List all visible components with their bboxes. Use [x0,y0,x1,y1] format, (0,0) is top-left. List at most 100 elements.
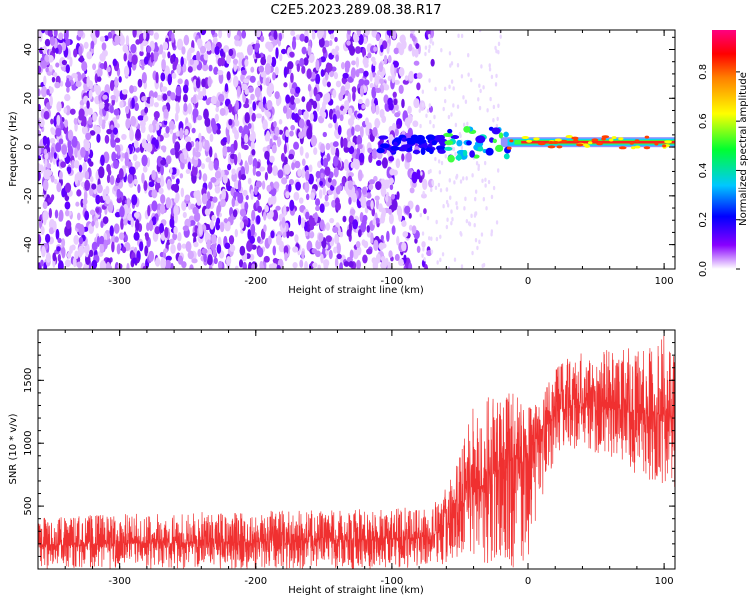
noise-blob [261,180,266,190]
signal-blob [405,137,415,142]
noise-blob [222,137,228,143]
spectrogram-frame [37,29,676,270]
noise-blob [185,141,192,152]
noise-blob [53,220,57,233]
noise-blob [207,259,212,265]
noise-blob [219,222,225,233]
noise-blob [297,168,302,177]
noise-blob [91,183,97,190]
noise-blob [38,234,42,245]
noise-blob [78,248,82,258]
noise-blob [321,100,326,112]
noise-blob [265,130,271,142]
noise-blob [301,158,306,167]
noise-blob [52,252,57,262]
noise-blob [227,103,233,113]
noise-blob [375,181,382,191]
noise-blob [211,214,216,222]
faint-blob [439,188,443,193]
noise-blob [113,159,120,170]
noise-blob [86,75,90,88]
noise-blob [291,112,296,120]
noise-blob [99,260,107,269]
noise-blob [334,197,340,206]
noise-blob [411,35,416,42]
spectrogram-y-ticks: -40 -20 0 20 40 [23,36,675,270]
noise-blob [406,118,411,130]
noise-blob [332,113,337,124]
x-tick-label: -100 [381,276,404,287]
faint-blob [446,217,449,222]
noise-blob [185,241,192,253]
noise-blob [270,262,278,269]
noise-blob [407,105,412,115]
noise-blob [320,253,324,264]
faint-blob [440,160,444,166]
noise-blob [396,191,400,200]
noise-blob [130,43,137,54]
noise-blob [203,108,209,120]
noise-blob [175,85,182,97]
noise-blob [355,56,360,68]
faint-blob [452,103,455,108]
noise-blob [318,189,323,199]
signal-blob [376,147,385,154]
signal-hot-blob [591,138,599,142]
signal-hot-blob [608,138,614,142]
noise-blob [156,94,163,101]
signal-hot-blob [634,139,640,143]
noise-blob [162,41,169,51]
noise-blob [88,89,93,100]
noise-blob [102,216,109,224]
noise-blob [402,79,410,85]
noise-blob [73,117,78,125]
signal-blob [491,127,501,135]
noise-blob [151,169,156,181]
noise-blob [351,126,355,136]
noise-blob [213,248,217,258]
noise-blob [277,169,284,179]
noise-blob [123,65,130,77]
faint-blob [478,83,481,88]
noise-blob [225,108,229,114]
signal-blob [463,125,471,133]
noise-blob [192,206,199,215]
noise-blob [89,209,95,216]
faint-blob [422,190,425,196]
noise-blob [305,152,310,159]
noise-blob [368,154,373,163]
noise-blob [372,127,378,137]
noise-blob [125,35,130,46]
x-tick-label: 100 [655,276,674,287]
noise-blob [40,259,44,267]
faint-blob [445,199,449,205]
noise-blob [131,257,137,264]
noise-blob [371,86,377,99]
noise-blob [421,241,426,248]
faint-blob [499,34,502,39]
noise-blob [41,109,45,115]
noise-blob [212,36,218,45]
noise-blob [53,30,58,38]
noise-blob [44,38,51,47]
noise-blob [142,265,148,269]
noise-blob [267,42,274,53]
noise-blob [111,151,117,162]
noise-blob [50,118,54,125]
noise-blob [246,44,254,56]
noise-blob [276,234,282,246]
noise-blob [38,104,41,112]
noise-blob [324,71,329,81]
faint-blob [445,224,449,230]
faint-blob [460,33,464,39]
noise-blob [109,80,115,92]
noise-blob [315,198,321,207]
noise-blob [396,205,402,213]
noise-blob [269,138,273,148]
noise-blob [313,86,318,97]
noise-blob [320,143,326,153]
noise-blob [380,44,384,53]
noise-blob [368,183,374,191]
faint-blob [465,176,468,181]
noise-blob [121,133,127,141]
